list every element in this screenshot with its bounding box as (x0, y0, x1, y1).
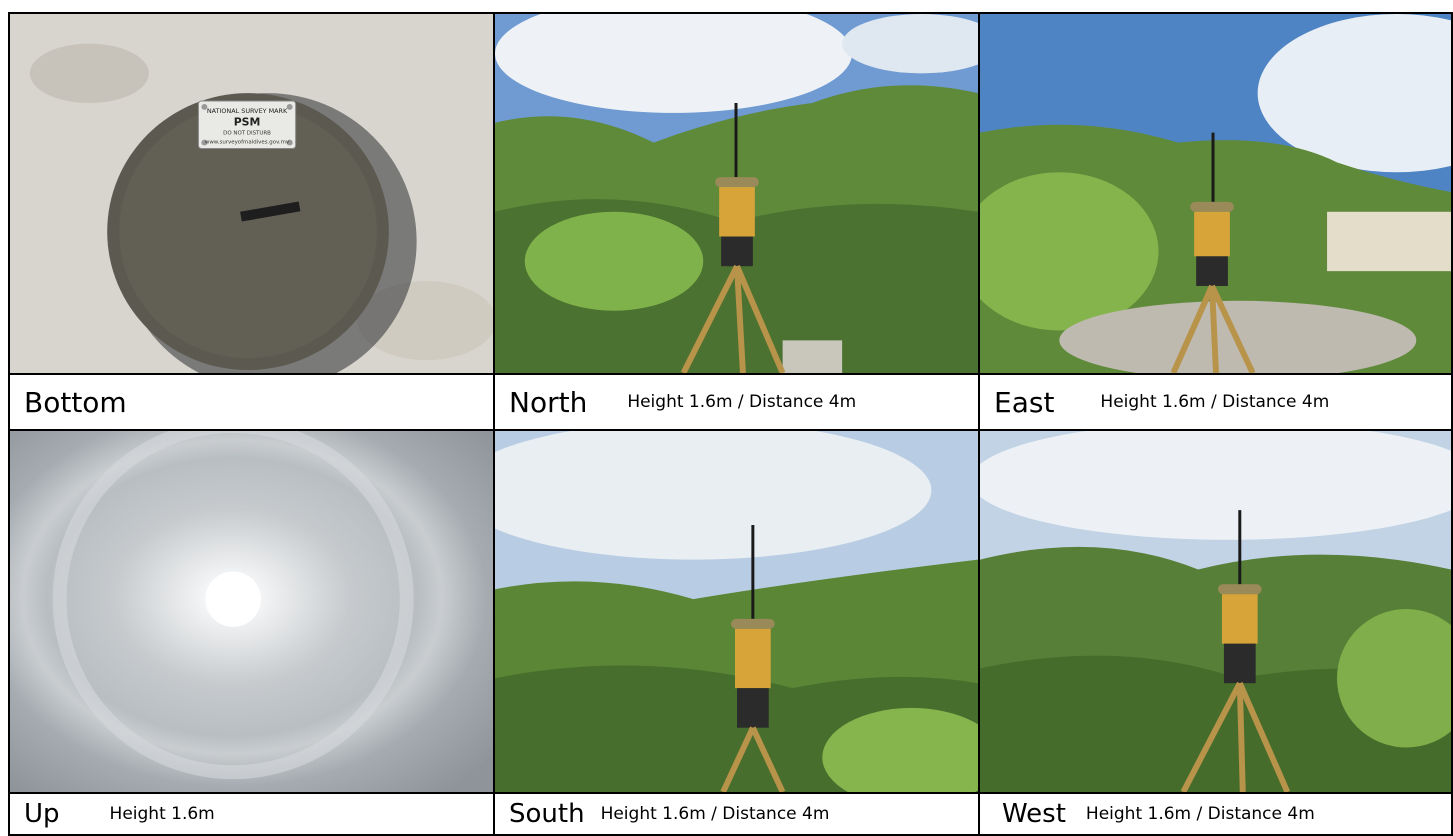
photo-bottom: NATIONAL SURVEY MARK PSM DO NOT DISTURB … (8, 12, 495, 375)
plaque-line2: PSM (234, 116, 261, 129)
measurement-label: Height 1.6m / Distance 4m (600, 804, 830, 824)
photo-west (978, 429, 1453, 794)
caption-bottom: Bottom (8, 373, 495, 431)
plaque-line4: www.surveyofmaldives.gov.mv (205, 140, 290, 146)
photo-grid: NATIONAL SURVEY MARK PSM DO NOT DISTURB … (8, 12, 1453, 836)
measurement-label: Height 1.6m / Distance 4m (1100, 392, 1330, 412)
measurement-label: Height 1.6m / Distance 4m (627, 392, 857, 412)
direction-label: West (1002, 799, 1066, 829)
caption-west: West Height 1.6m / Distance 4m (978, 792, 1453, 836)
direction-label: North (509, 385, 588, 419)
direction-label: East (994, 385, 1055, 419)
caption-north: North Height 1.6m / Distance 4m (493, 373, 980, 431)
photo-up (8, 429, 495, 794)
survey-plaque: NATIONAL SURVEY MARK PSM DO NOT DISTURB … (197, 100, 297, 149)
direction-label: South (509, 799, 585, 829)
measurement-label: Height 1.6m / Distance 4m (1085, 804, 1315, 824)
photo-east (978, 12, 1453, 375)
measurement-label: Height 1.6m (109, 804, 215, 824)
caption-up: Up Height 1.6m (8, 792, 495, 836)
plaque-line1: NATIONAL SURVEY MARK (207, 107, 288, 115)
plaque-line3: DO NOT DISTURB (223, 131, 271, 137)
photo-south (493, 429, 980, 794)
direction-label: Up (24, 799, 60, 829)
direction-label: Bottom (24, 385, 127, 419)
photo-north (493, 12, 980, 375)
caption-south: South Height 1.6m / Distance 4m (493, 792, 980, 836)
caption-east: East Height 1.6m / Distance 4m (978, 373, 1453, 431)
